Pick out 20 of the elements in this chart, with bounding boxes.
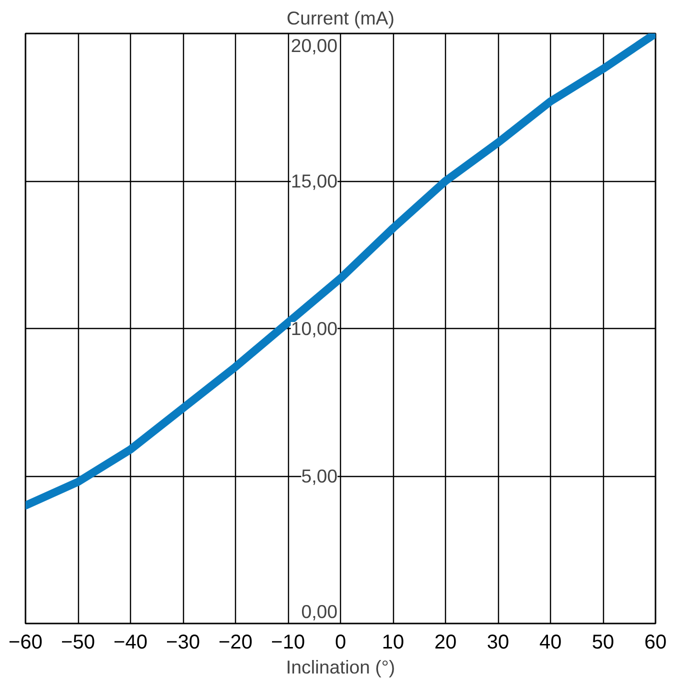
y-tick-label: 10,00 [290,318,338,339]
x-tick-label: −10 [271,632,305,654]
x-tick-label: 0 [334,632,346,654]
x-tick-label: −60 [8,632,42,654]
x-tick-label: 60 [644,632,667,654]
y-tick-label: 5,00 [301,466,338,486]
x-tick-label: −20 [218,632,252,654]
x-tick-label: −50 [61,632,95,654]
x-tick-label: 10 [382,632,404,654]
x-tick-label: 40 [539,632,562,654]
x-tick-label: 50 [592,632,614,654]
x-axis-title: Inclination (°) [286,656,396,678]
x-tick-label: 30 [486,632,510,654]
x-tick-label: 20 [434,632,457,654]
y-tick-label: 0,00 [301,601,338,622]
y-axis-title: Current (mA) [286,8,394,28]
x-tick-label: −40 [114,632,148,654]
x-tick-label: −30 [166,632,200,654]
y-tick-label: 15,00 [290,170,338,192]
y-tick-label: 20,00 [290,35,338,56]
